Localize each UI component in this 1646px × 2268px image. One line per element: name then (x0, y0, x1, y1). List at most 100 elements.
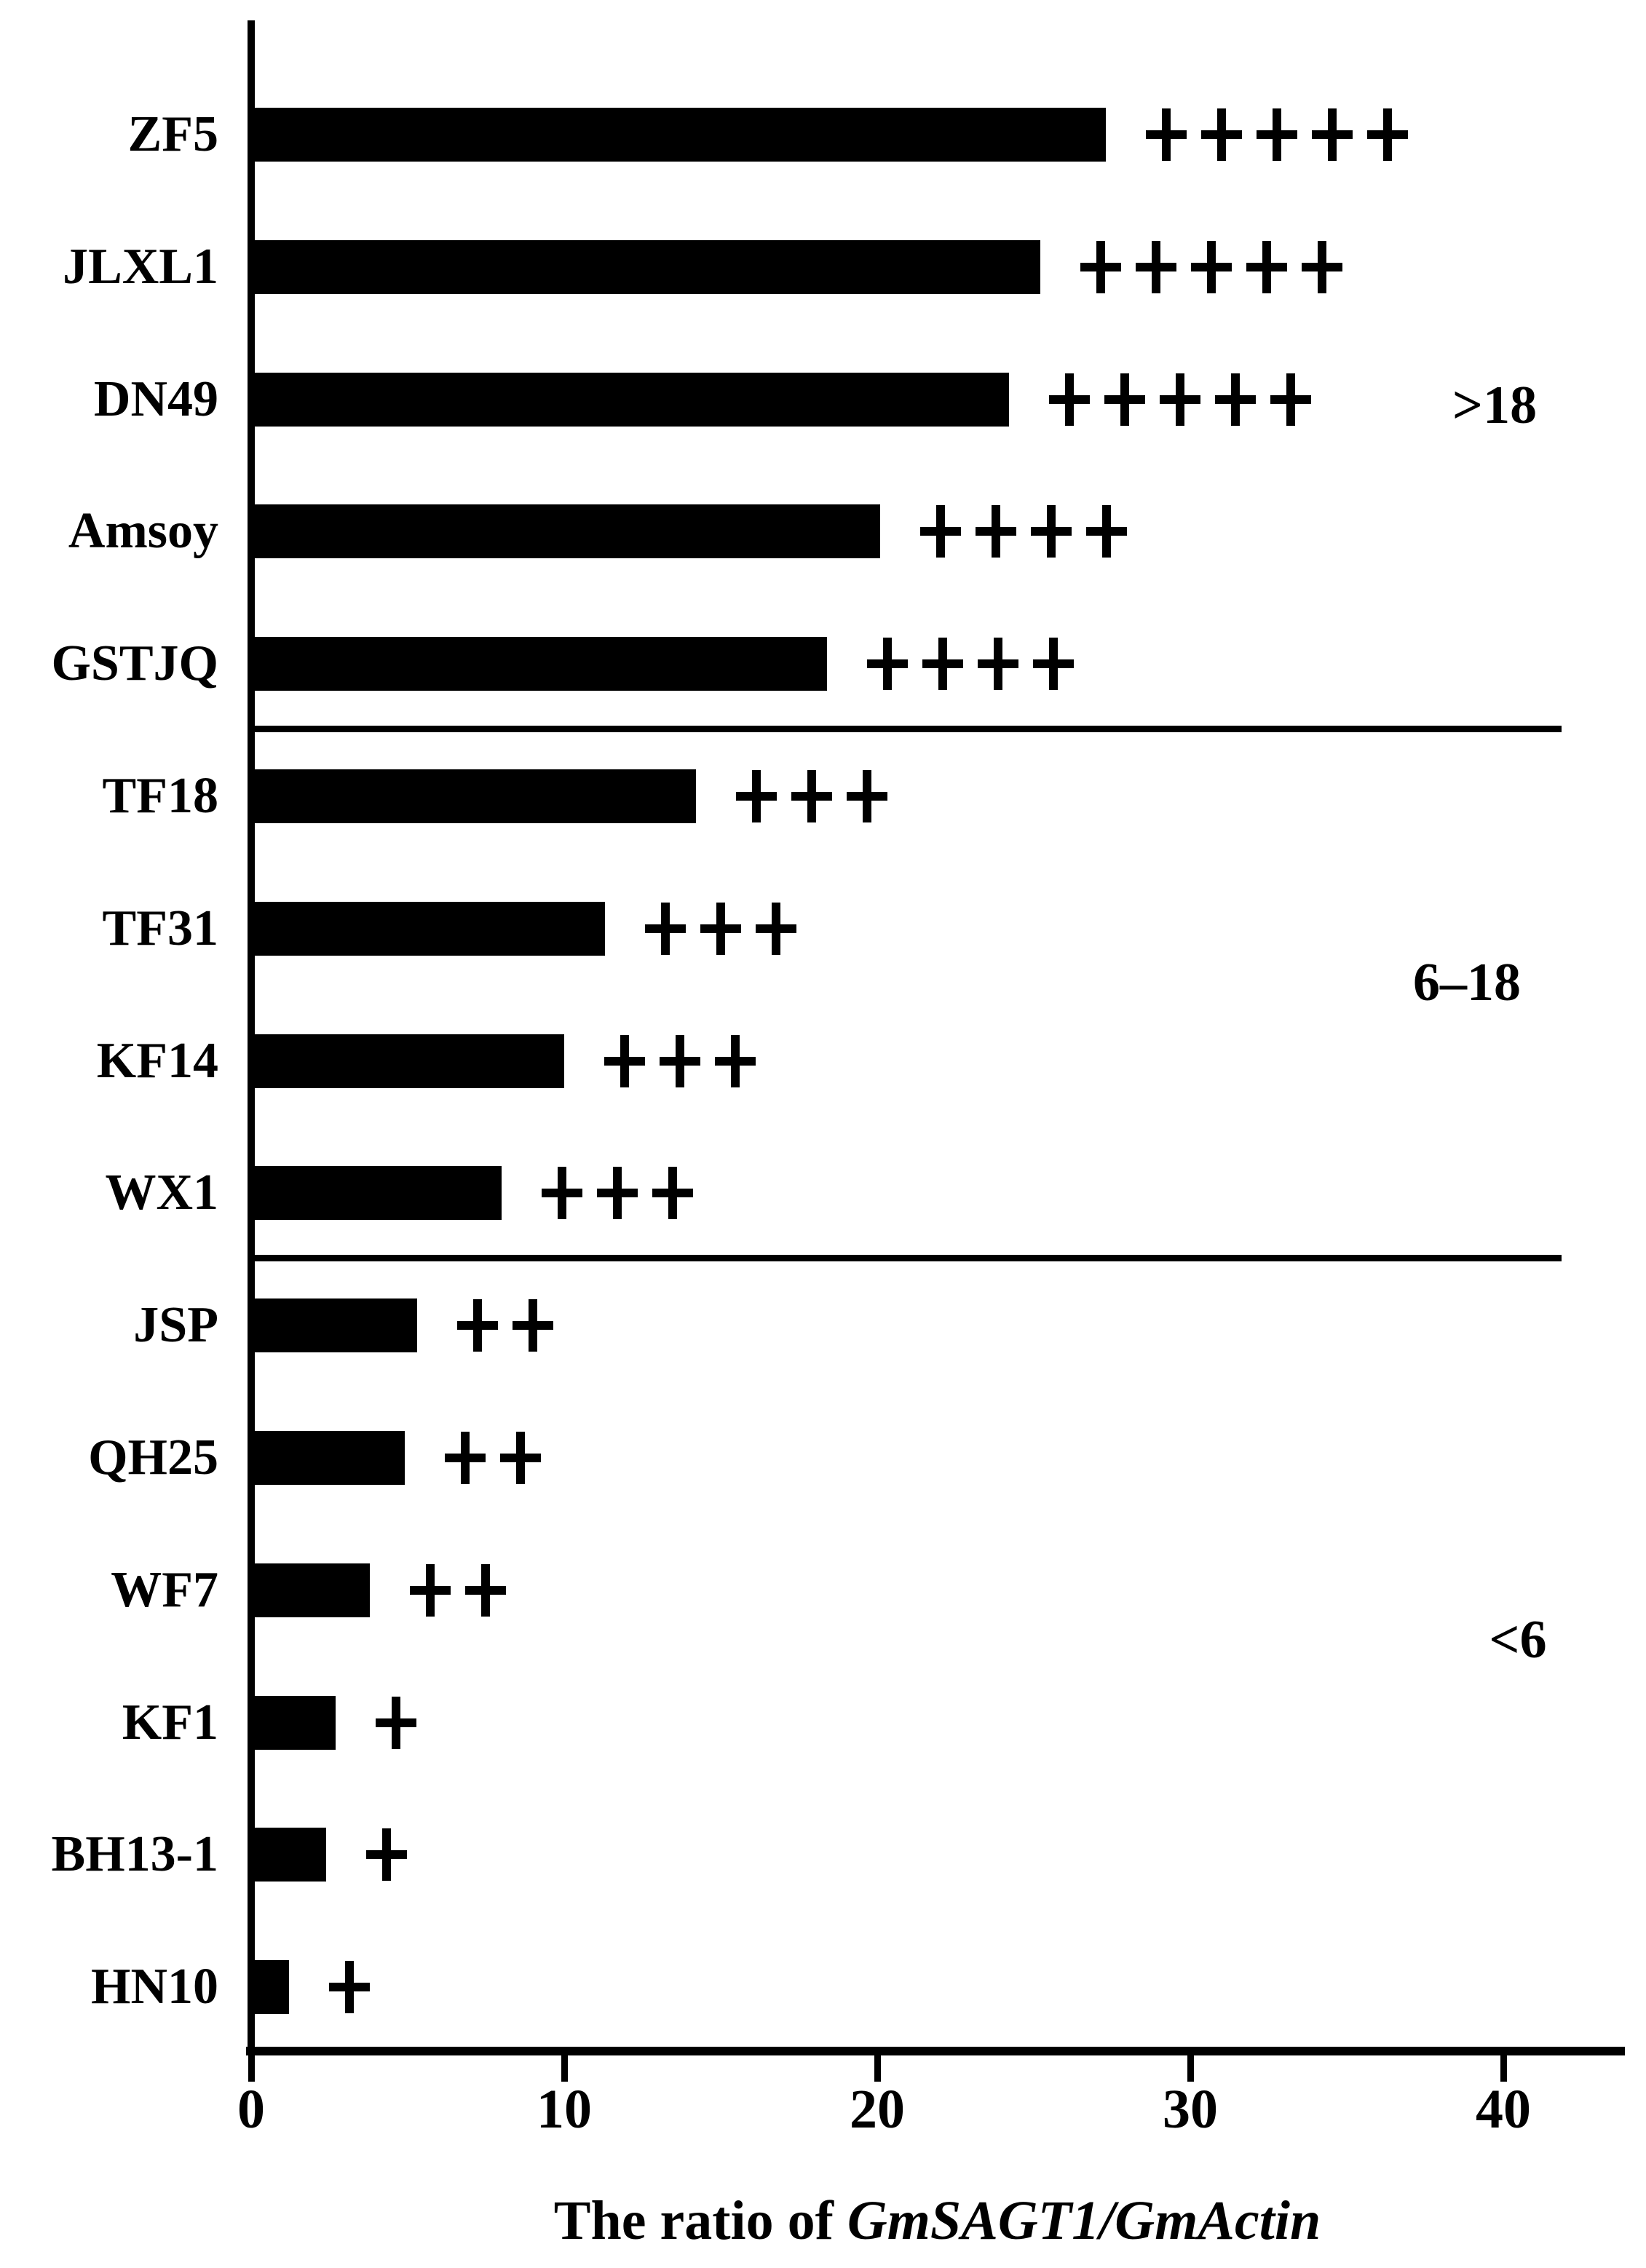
category-label-hn10: HN10 (91, 1959, 218, 2015)
category-label-dn49: DN49 (93, 371, 218, 427)
plus-icon (1136, 241, 1176, 293)
plus-marks-jlxl1 (1080, 240, 1357, 294)
category-label-wf7: WF7 (111, 1562, 218, 1618)
x-tick-mark (561, 2055, 568, 2082)
bar-amsoy (255, 504, 880, 558)
plus-marks-hn10 (329, 1960, 384, 2014)
plus-icon (978, 638, 1018, 690)
bar-wf7 (255, 1563, 370, 1617)
plus-icon (1191, 241, 1232, 293)
plus-icon (756, 903, 796, 955)
x-tick-mark (248, 2055, 255, 2082)
bar-kf14 (255, 1034, 564, 1088)
plus-icon (410, 1564, 451, 1617)
plus-marks-dn49 (1049, 373, 1326, 427)
category-label-kf1: KF1 (122, 1694, 218, 1750)
plus-icon (513, 1299, 553, 1352)
x-axis-title-plain: The ratio of (553, 2190, 847, 2251)
plus-marks-wx1 (542, 1166, 708, 1220)
bar-zf5 (255, 108, 1106, 162)
category-label-tf31: TF31 (102, 900, 218, 956)
plus-icon (867, 638, 908, 690)
plus-icon (329, 1961, 370, 2013)
plus-icon (1104, 373, 1145, 426)
category-label-jsp: JSP (133, 1297, 218, 1353)
bar-wx1 (255, 1166, 502, 1220)
category-label-zf5: ZF5 (127, 106, 218, 162)
plus-icon (1367, 108, 1408, 161)
bar-kf1 (255, 1696, 336, 1750)
plus-marks-qh25 (445, 1431, 555, 1485)
plus-icon (1146, 108, 1187, 161)
plus-icon (445, 1432, 486, 1484)
plus-icon (597, 1167, 638, 1219)
plus-icon (1215, 373, 1256, 426)
plus-icon (1246, 241, 1287, 293)
plus-icon (1080, 241, 1121, 293)
plus-icon (1033, 638, 1074, 690)
plus-icon (604, 1035, 645, 1087)
category-label-bh13-1: BH13-1 (51, 1826, 218, 1882)
x-axis-title-italic: GmSAGT1/GmActin (847, 2190, 1321, 2251)
group-label-low: <6 (1489, 1610, 1547, 1670)
plus-icon (652, 1167, 693, 1219)
plus-icon (1312, 108, 1353, 161)
bar-tf18 (255, 769, 696, 823)
plus-icon (1049, 373, 1090, 426)
plus-icon (500, 1432, 541, 1484)
group-label-medium: 6–18 (1413, 953, 1521, 1012)
category-label-amsoy: Amsoy (68, 503, 218, 559)
plus-icon (736, 770, 777, 822)
x-axis-title: The ratio of GmSAGT1/GmActin (248, 2188, 1627, 2253)
bar-tf31 (255, 902, 605, 956)
plus-icon (1257, 108, 1297, 161)
category-label-kf14: KF14 (96, 1033, 218, 1089)
plus-icon (1086, 505, 1127, 558)
plus-icon (1160, 373, 1200, 426)
plus-marks-kf14 (604, 1034, 770, 1088)
plus-icon (366, 1828, 407, 1881)
plus-marks-kf1 (376, 1696, 431, 1750)
plus-icon (1201, 108, 1242, 161)
plus-icon (457, 1299, 498, 1352)
plus-icon (700, 903, 741, 955)
bar-qh25 (255, 1431, 405, 1485)
bar-gstjq (255, 637, 827, 691)
plus-marks-jsp (457, 1298, 568, 1352)
y-axis-line (248, 20, 255, 2051)
plus-icon (542, 1167, 582, 1219)
plus-icon (976, 505, 1016, 558)
bar-jsp (255, 1298, 417, 1352)
category-label-jlxl1: JLXL1 (63, 239, 218, 295)
plus-marks-zf5 (1146, 108, 1423, 162)
plus-icon (1031, 505, 1072, 558)
plus-icon (645, 903, 686, 955)
bar-dn49 (255, 373, 1009, 427)
bar-bh13-1 (255, 1828, 326, 1882)
x-tick-label: 40 (1476, 2079, 1531, 2140)
plus-marks-tf31 (645, 902, 811, 956)
plus-marks-bh13-1 (366, 1828, 422, 1882)
x-axis-line (246, 2047, 1625, 2055)
plus-icon (920, 505, 961, 558)
x-tick-mark (874, 2055, 881, 2082)
x-tick-mark (1500, 2055, 1507, 2082)
bar-jlxl1 (255, 240, 1040, 294)
group-divider-line (251, 1255, 1562, 1261)
x-tick-mark (1187, 2055, 1194, 2082)
bar-hn10 (255, 1960, 289, 2014)
plus-marks-gstjq (867, 637, 1088, 691)
plus-icon (376, 1697, 416, 1749)
plus-icon (1302, 241, 1342, 293)
category-label-wx1: WX1 (105, 1165, 218, 1221)
category-label-gstjq: GSTJQ (51, 635, 218, 691)
group-label-high: >18 (1452, 376, 1538, 435)
plus-icon (1270, 373, 1311, 426)
plus-icon (465, 1564, 506, 1617)
plus-icon (791, 770, 832, 822)
plus-marks-wf7 (410, 1563, 521, 1617)
plus-icon (847, 770, 887, 822)
plus-icon (660, 1035, 700, 1087)
plus-icon (715, 1035, 756, 1087)
